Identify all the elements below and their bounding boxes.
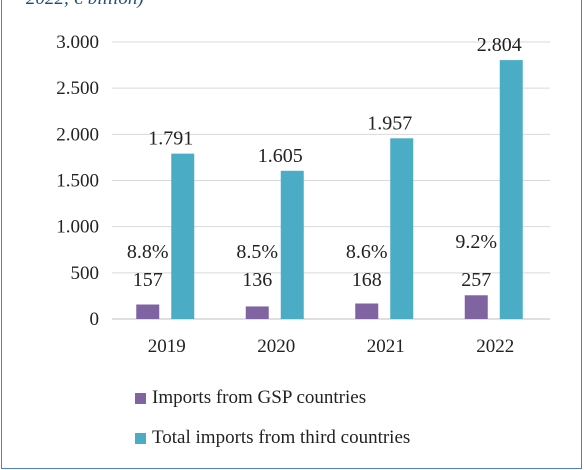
y-tick-label: 0 bbox=[90, 309, 100, 330]
bar-gsp bbox=[136, 304, 160, 319]
legend-item-gsp: Imports from GSP countries bbox=[135, 387, 366, 409]
data-label-third: 1.957 bbox=[367, 112, 412, 134]
y-tick-label: 2.000 bbox=[56, 124, 99, 145]
data-label-third: 1.791 bbox=[148, 128, 193, 150]
y-tick-label: 500 bbox=[71, 263, 100, 284]
data-label-third: 2.804 bbox=[477, 34, 522, 56]
data-label-gsp: 168 bbox=[352, 269, 382, 291]
legend-label-gsp: Imports from GSP countries bbox=[152, 387, 367, 408]
bar-third bbox=[280, 170, 304, 319]
bar-gsp bbox=[245, 306, 269, 319]
bar-gsp bbox=[464, 295, 488, 319]
bar-third bbox=[499, 60, 523, 320]
bar-gsp bbox=[355, 303, 379, 319]
x-tick-label: 2022 bbox=[476, 336, 514, 357]
bar-chart: 0 500 1.000 1.500 2.000 2.500 3.000 1.791 157 8.… bbox=[56, 32, 550, 357]
legend-item-third: Total imports from third countries bbox=[135, 427, 410, 449]
share-label: 8.6% bbox=[346, 241, 388, 263]
x-tick-label: 2021 bbox=[367, 336, 405, 357]
y-tick-label: 2.500 bbox=[56, 78, 99, 99]
share-label: 8.5% bbox=[236, 241, 278, 263]
bars bbox=[136, 60, 523, 320]
data-label-gsp: 136 bbox=[242, 269, 272, 291]
data-labels: 1.791 157 8.8% 1.605 136 8.5% 1.957 168 8.6% 2.80… bbox=[127, 34, 522, 291]
y-tick-label: 1.500 bbox=[56, 171, 99, 192]
legend-swatch-gsp bbox=[135, 392, 146, 404]
share-label: 8.8% bbox=[127, 241, 169, 263]
share-label: 9.2% bbox=[455, 231, 497, 253]
data-label-third: 1.605 bbox=[258, 145, 303, 167]
legend-label-third: Total imports from third countries bbox=[152, 427, 411, 448]
y-tick-label: 3.000 bbox=[56, 32, 99, 53]
data-label-gsp: 157 bbox=[133, 269, 163, 291]
bar-third bbox=[171, 153, 195, 319]
y-axis-tick-labels: 0 500 1.000 1.500 2.000 2.500 3.000 bbox=[56, 32, 99, 330]
bar-third bbox=[390, 138, 414, 319]
x-tick-label: 2019 bbox=[148, 336, 186, 357]
legend-swatch-third bbox=[135, 432, 146, 444]
y-tick-label: 1.000 bbox=[56, 217, 99, 238]
x-axis-tick-labels: 2019 2020 2021 2022 bbox=[148, 336, 515, 357]
x-tick-label: 2020 bbox=[257, 336, 295, 357]
chart-caption: 2022, € billion) bbox=[26, 0, 144, 10]
data-label-gsp: 257 bbox=[461, 269, 491, 291]
